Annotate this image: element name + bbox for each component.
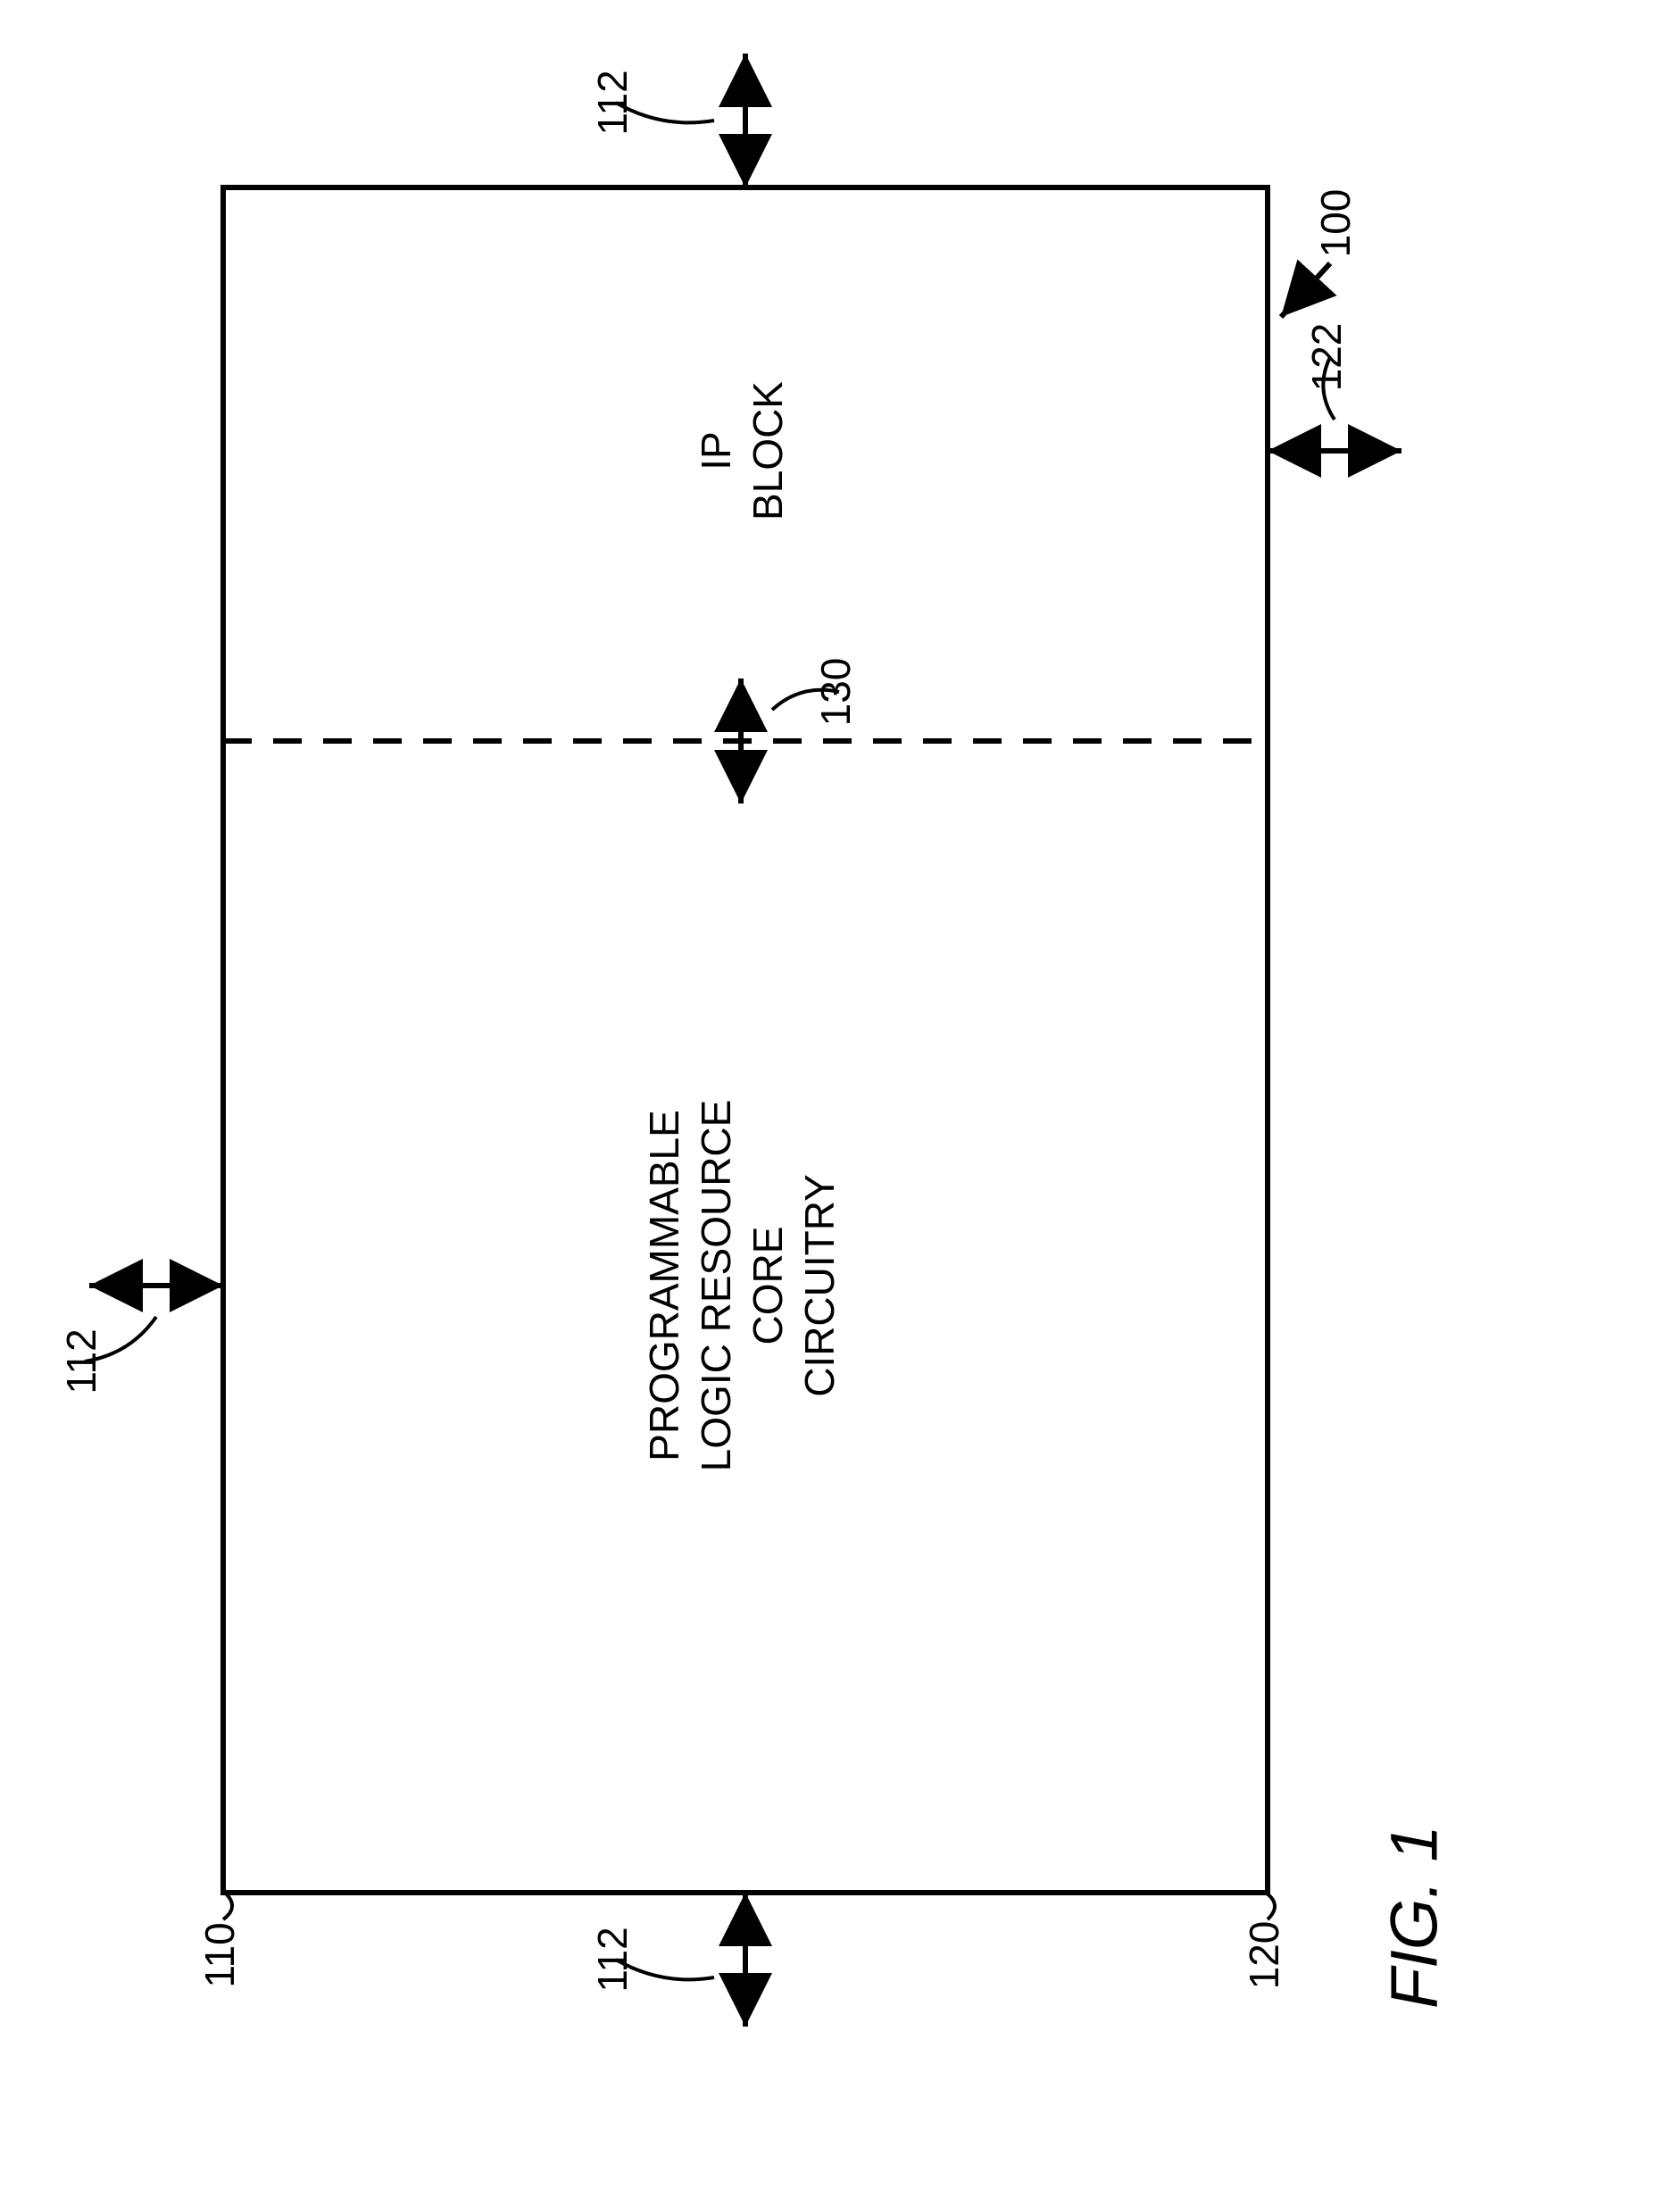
programmable-logic-block-label-line-0: PROGRAMMABLE (641, 1110, 687, 1461)
svg-text:100: 100 (1312, 189, 1359, 258)
arrow-label-122-right: 122 (1303, 323, 1350, 392)
arrow-label-112-top: 112 (589, 70, 636, 135)
block-ref-leader-110 (223, 1893, 232, 1919)
system-ref-label: 100 (1312, 189, 1359, 258)
svg-text:FIG. 1: FIG. 1 (1377, 1825, 1451, 2009)
svg-text:112: 112 (58, 1328, 104, 1394)
system-ref-arrow (1281, 263, 1330, 317)
diagram-container: PROGRAMMABLELOGIC RESOURCECORECIRCUITRY I… (0, 0, 1680, 2206)
svg-text:122: 122 (1303, 323, 1350, 392)
svg-text:120: 120 (1241, 1921, 1287, 1990)
svg-text:112: 112 (589, 1927, 636, 1992)
svg-text:110: 110 (196, 1922, 243, 1987)
arrow-label-112-bottom: 112 (589, 1927, 636, 1992)
programmable-logic-block-label-line-3: CIRCUITRY (796, 1174, 843, 1397)
block-ref-120: 120 (1241, 1921, 1287, 1990)
ip-block-label-line-1: BLOCK (744, 381, 791, 520)
block-ref-leader-120 (1266, 1893, 1275, 1919)
figure-label: FIG. 1 (1377, 1825, 1451, 2009)
svg-text:112: 112 (589, 70, 636, 135)
programmable-logic-block-label-line-1: LOGIC RESOURCE (693, 1100, 739, 1472)
block-ref-110: 110 (196, 1922, 243, 1987)
programmable-logic-block-label-line-2: CORE (744, 1227, 791, 1345)
arrow-label-112-left: 112 (58, 1328, 104, 1394)
ip-block-label-line-0: IP (693, 431, 739, 470)
block-diagram-svg: PROGRAMMABLELOGIC RESOURCECORECIRCUITRY I… (0, 0, 1680, 2206)
